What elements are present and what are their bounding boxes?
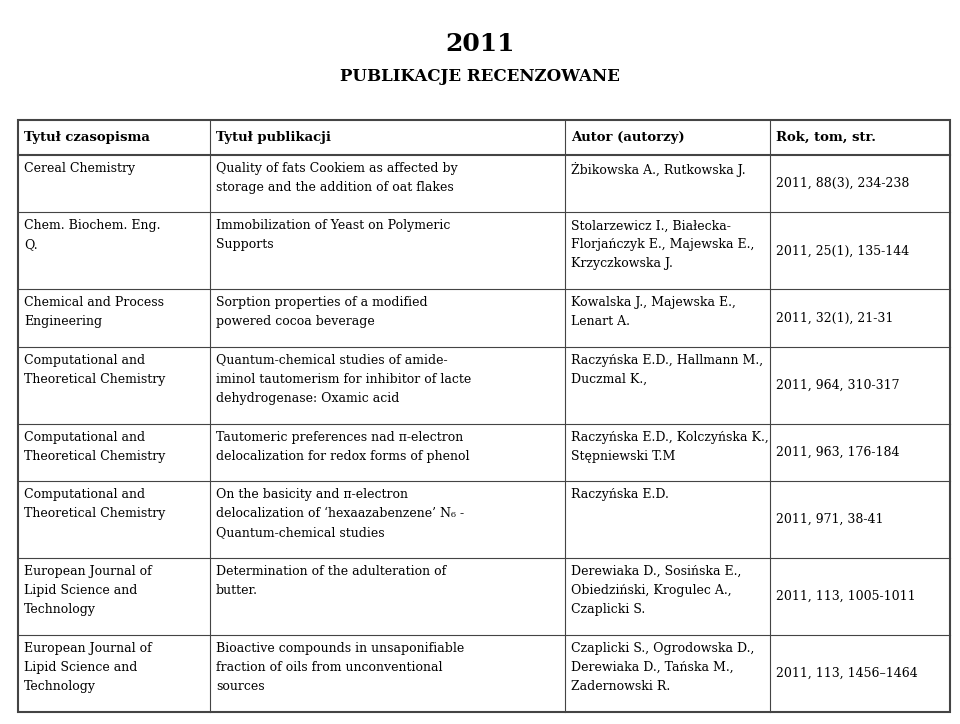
- Text: Bioactive compounds in unsaponifiable
fraction of oils from unconventional
sourc: Bioactive compounds in unsaponifiable fr…: [216, 642, 465, 693]
- Text: Tytuł publikacji: Tytuł publikacji: [216, 131, 331, 144]
- Text: Derewiaka D., Sosińska E.,
Obiedziński, Krogulec A.,
Czaplicki S.: Derewiaka D., Sosińska E., Obiedziński, …: [571, 565, 741, 616]
- Text: Stolarzewicz I., Białecka-
Florjańczyk E., Majewska E.,
Krzyczkowska J.: Stolarzewicz I., Białecka- Florjańczyk E…: [571, 219, 755, 270]
- Text: 2011, 971, 38-41: 2011, 971, 38-41: [776, 513, 883, 526]
- Text: Determination of the adulteration of
butter.: Determination of the adulteration of but…: [216, 565, 446, 597]
- Text: Computational and
Theoretical Chemistry: Computational and Theoretical Chemistry: [24, 353, 165, 386]
- Text: Computational and
Theoretical Chemistry: Computational and Theoretical Chemistry: [24, 431, 165, 463]
- Text: European Journal of
Lipid Science and
Technology: European Journal of Lipid Science and Te…: [24, 642, 152, 693]
- Text: Chem. Biochem. Eng.
Q.: Chem. Biochem. Eng. Q.: [24, 219, 160, 251]
- Text: 2011, 25(1), 135-144: 2011, 25(1), 135-144: [776, 244, 909, 257]
- Text: 2011, 113, 1005-1011: 2011, 113, 1005-1011: [776, 590, 916, 603]
- Text: Żbikowska A., Rutkowska J.: Żbikowska A., Rutkowska J.: [571, 162, 746, 177]
- Text: Raczyńska E.D., Hallmann M.,
Duczmal K.,: Raczyńska E.D., Hallmann M., Duczmal K.,: [571, 353, 763, 386]
- Text: Raczyńska E.D.: Raczyńska E.D.: [571, 488, 669, 501]
- Text: On the basicity and π-electron
delocalization of ‘hexaazabenzene’ N₆ -
Quantum-c: On the basicity and π-electron delocaliz…: [216, 488, 464, 539]
- Text: Czaplicki S., Ogrodowska D.,
Derewiaka D., Tańska M.,
Zadernowski R.: Czaplicki S., Ogrodowska D., Derewiaka D…: [571, 642, 755, 693]
- Text: PUBLIKACJE RECENZOWANE: PUBLIKACJE RECENZOWANE: [340, 68, 620, 85]
- Text: 2011: 2011: [445, 32, 515, 56]
- Text: European Journal of
Lipid Science and
Technology: European Journal of Lipid Science and Te…: [24, 565, 152, 616]
- Text: 2011, 113, 1456–1464: 2011, 113, 1456–1464: [776, 667, 918, 680]
- Text: Kowalska J., Majewska E.,
Lenart A.: Kowalska J., Majewska E., Lenart A.: [571, 296, 736, 328]
- Text: 2011, 963, 176-184: 2011, 963, 176-184: [776, 446, 900, 459]
- Text: Immobilization of Yeast on Polymeric
Supports: Immobilization of Yeast on Polymeric Sup…: [216, 219, 450, 251]
- Text: Rok, tom, str.: Rok, tom, str.: [776, 131, 876, 144]
- Text: Cereal Chemistry: Cereal Chemistry: [24, 162, 135, 175]
- Text: Sorption properties of a modified
powered cocoa beverage: Sorption properties of a modified powere…: [216, 296, 427, 328]
- Text: Computational and
Theoretical Chemistry: Computational and Theoretical Chemistry: [24, 488, 165, 520]
- Text: Chemical and Process
Engineering: Chemical and Process Engineering: [24, 296, 164, 328]
- Text: 2011, 88(3), 234-238: 2011, 88(3), 234-238: [776, 177, 909, 190]
- Text: Tautomeric preferences nad π-electron
delocalization for redox forms of phenol: Tautomeric preferences nad π-electron de…: [216, 431, 469, 463]
- Text: 2011, 32(1), 21-31: 2011, 32(1), 21-31: [776, 311, 894, 324]
- Text: Autor (autorzy): Autor (autorzy): [571, 131, 684, 144]
- Text: Quantum-chemical studies of amide-
iminol tautomerism for inhibitor of lacte
deh: Quantum-chemical studies of amide- imino…: [216, 353, 471, 405]
- Text: Raczyńska E.D., Kolczyńska K.,
Stępniewski T.M: Raczyńska E.D., Kolczyńska K., Stępniews…: [571, 431, 769, 463]
- Text: 2011, 964, 310-317: 2011, 964, 310-317: [776, 379, 900, 392]
- Text: Quality of fats Cookiem as affected by
storage and the addition of oat flakes: Quality of fats Cookiem as affected by s…: [216, 162, 458, 194]
- Text: Tytuł czasopisma: Tytuł czasopisma: [24, 131, 150, 144]
